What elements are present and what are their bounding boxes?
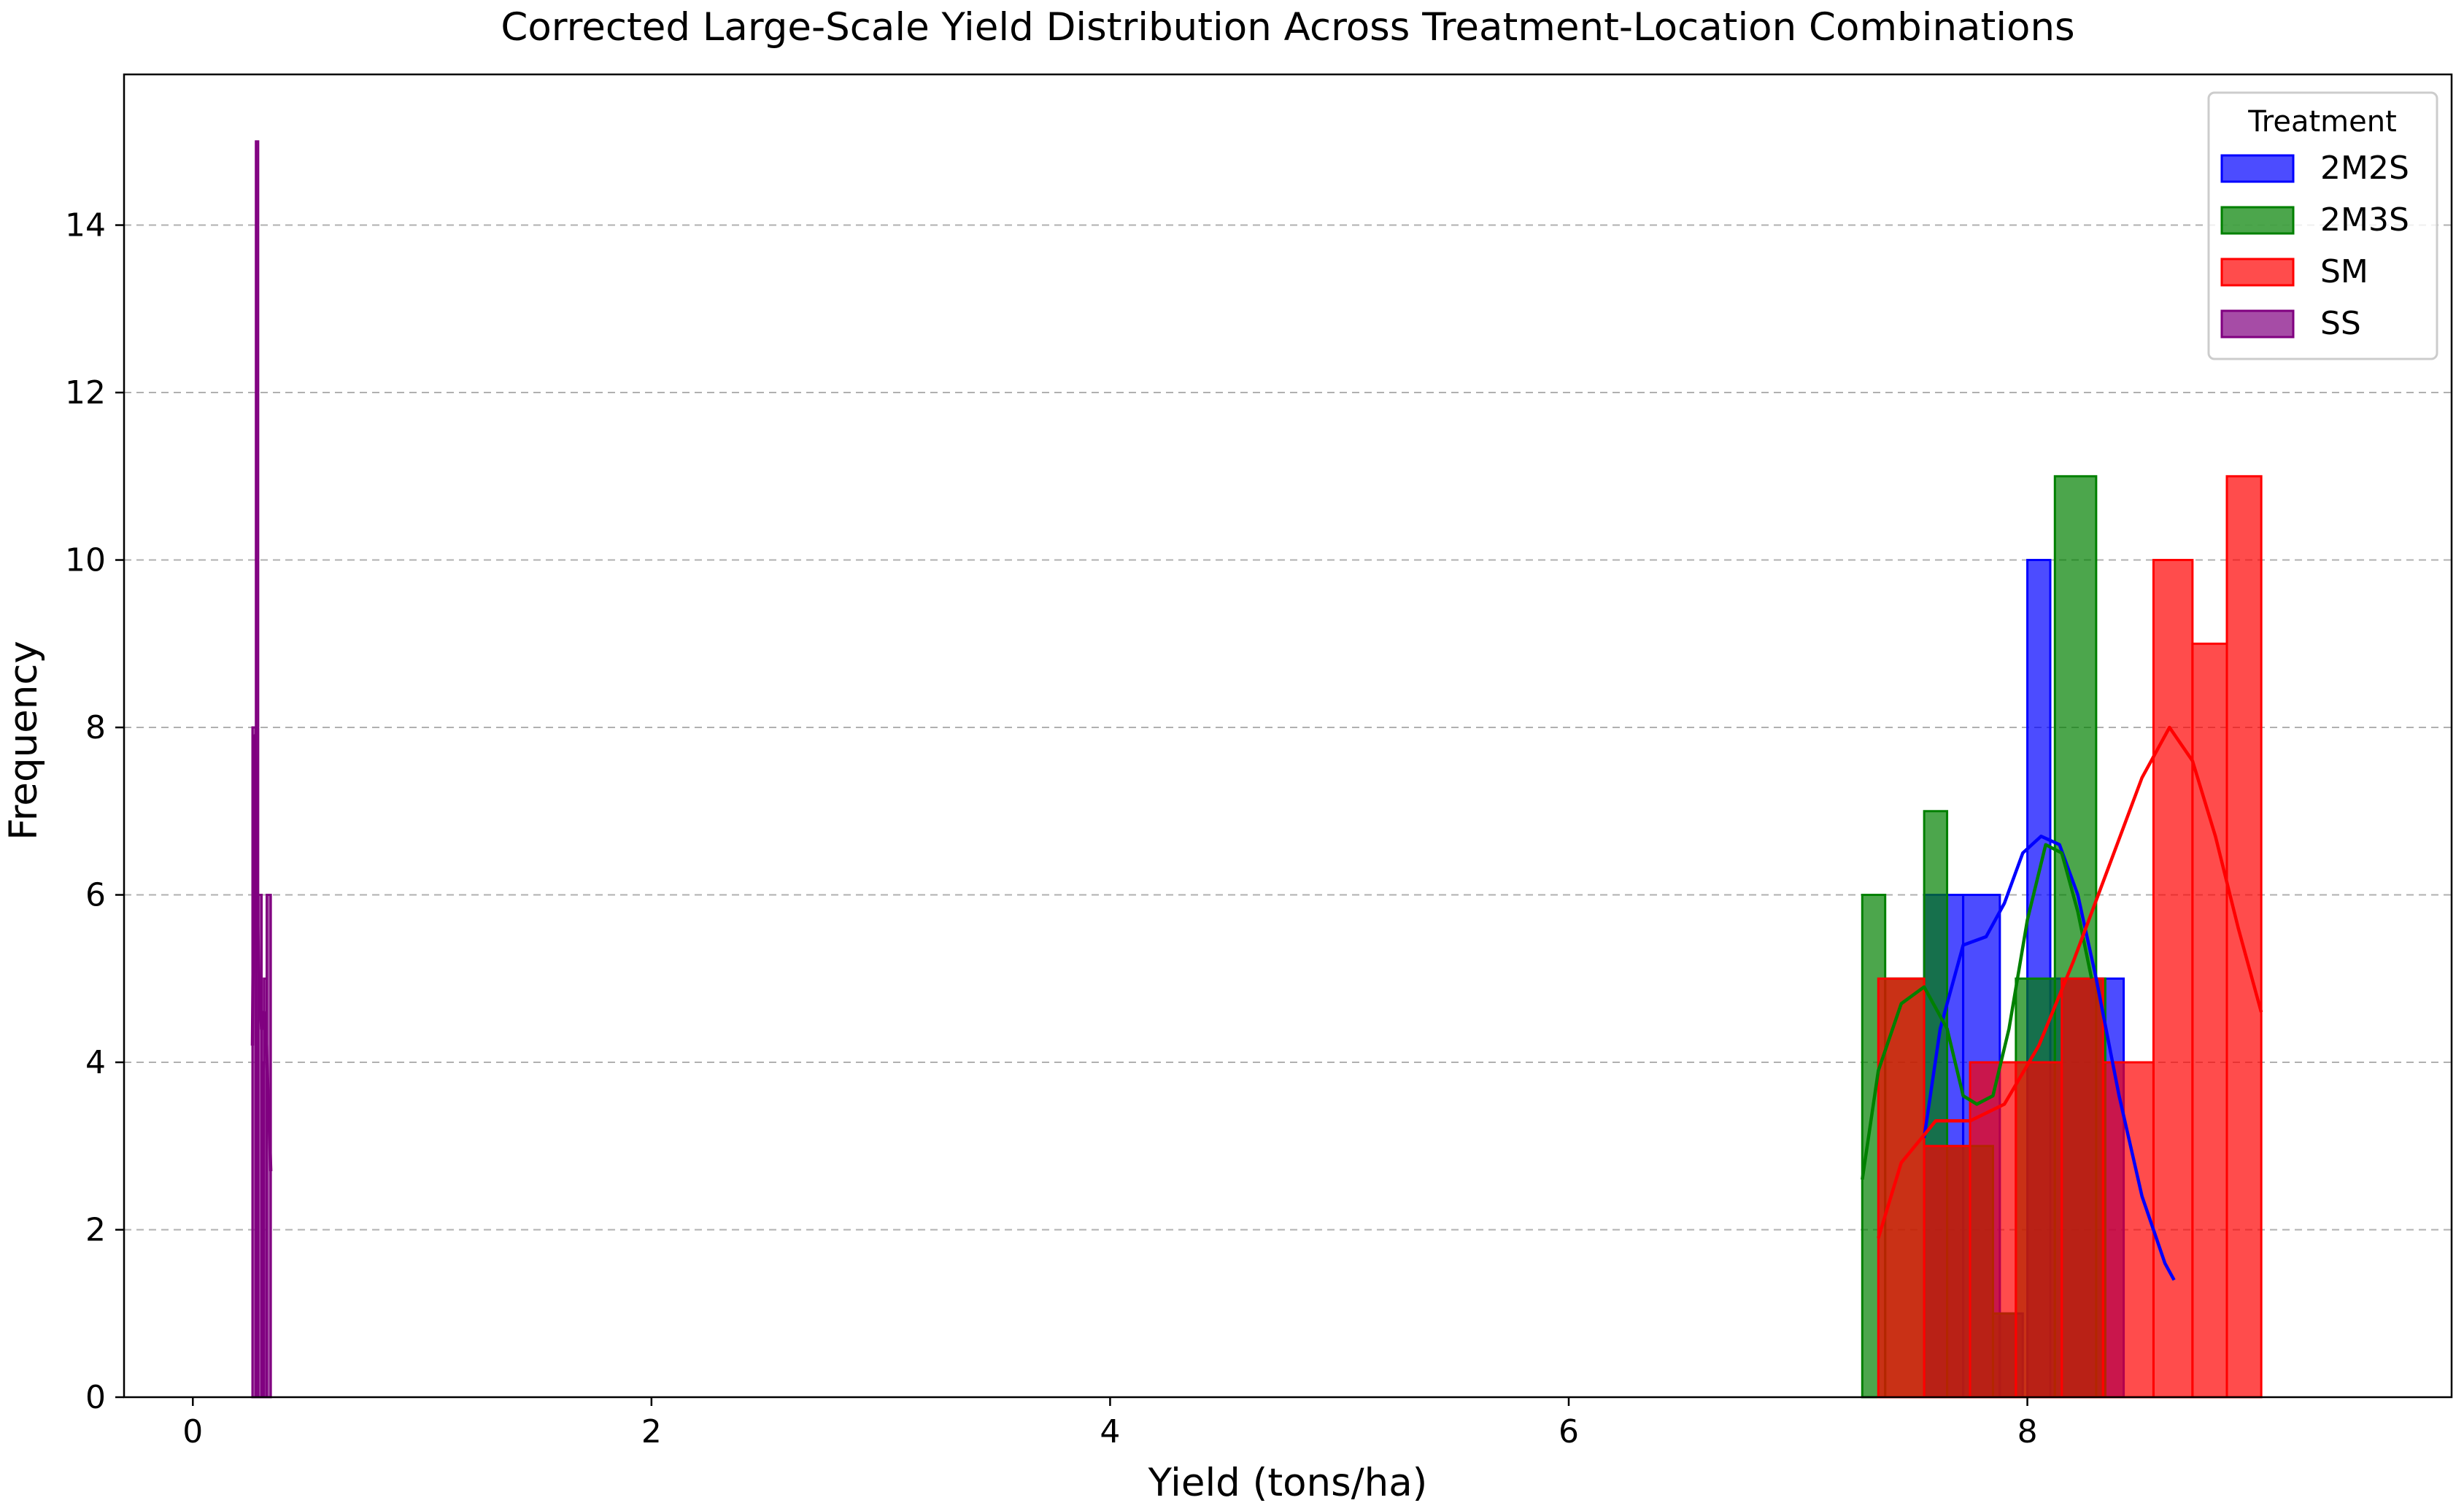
legend-swatch-sm xyxy=(2220,258,2295,287)
legend-swatch-2m2s xyxy=(2220,154,2295,183)
histogram-bar-sm xyxy=(1877,977,1926,1399)
histogram-bar-sm xyxy=(2101,1061,2155,1399)
histogram-bar-sm xyxy=(2015,1061,2063,1399)
x-tick-label: 4 xyxy=(1100,1413,1120,1450)
kde-curve-ss xyxy=(250,734,273,1172)
histogram-bar-sm xyxy=(1969,1061,2017,1399)
x-axis-ticks: 0 2 4 6 8 xyxy=(182,1397,2038,1450)
y-tick-label: 14 xyxy=(65,207,106,244)
y-tick-label: 8 xyxy=(85,709,106,746)
kde-curve-sm xyxy=(1877,725,2263,1239)
plot-frame xyxy=(123,73,2453,1399)
x-axis-label: Yield (tons/ha) xyxy=(1148,1461,1428,1505)
chart-title: Corrected Large-Scale Yield Distribution… xyxy=(501,5,2074,50)
legend-swatch-2m3s xyxy=(2220,206,2295,235)
y-tick-label: 0 xyxy=(85,1379,106,1416)
histogram-bar-sm xyxy=(2191,642,2228,1399)
y-tick-label: 2 xyxy=(85,1212,106,1249)
legend-swatch-ss xyxy=(2220,309,2295,339)
kde-curve-2m2s xyxy=(1922,834,2176,1281)
y-axis-ticks: 0 2 4 6 8 10 12 14 xyxy=(65,207,124,1416)
legend-label-2m2s: 2M2S xyxy=(2320,150,2409,187)
histogram-bar-sm xyxy=(2152,559,2194,1399)
legend-label-sm: SM xyxy=(2320,253,2368,290)
histogram-bars xyxy=(251,140,2263,1399)
histogram-bar-sm xyxy=(2225,475,2263,1399)
x-tick-label: 6 xyxy=(1559,1413,1579,1450)
kde-curves xyxy=(250,725,2263,1281)
legend-title: Treatment xyxy=(2247,105,2397,139)
histogram-bar-sm xyxy=(2061,977,2104,1399)
y-tick-label: 10 xyxy=(65,542,106,579)
legend: Treatment 2M2S 2M3S SM SS xyxy=(2207,91,2438,360)
legend-items: 2M2S 2M3S SM SS xyxy=(2220,150,2409,342)
y-tick-label: 4 xyxy=(85,1044,106,1081)
legend-label-2m3s: 2M3S xyxy=(2320,201,2409,239)
kde-curve-2m3s xyxy=(1861,843,2093,1180)
y-axis-label: Frequency xyxy=(1,641,46,840)
x-tick-label: 0 xyxy=(182,1413,203,1450)
x-tick-label: 8 xyxy=(2017,1413,2038,1450)
legend-label-ss: SS xyxy=(2320,305,2361,342)
y-tick-label: 6 xyxy=(85,877,106,914)
y-tick-label: 12 xyxy=(65,374,106,411)
x-tick-label: 2 xyxy=(641,1413,662,1450)
histogram-bar-sm xyxy=(1923,1145,1971,1399)
